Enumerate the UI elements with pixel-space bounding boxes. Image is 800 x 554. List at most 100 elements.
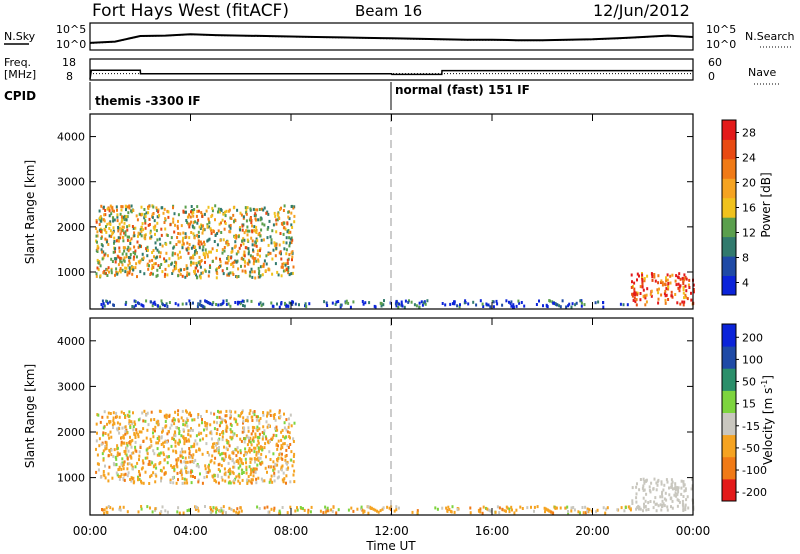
- velocity-data-cell: [416, 509, 419, 513]
- velocity-data-cell: [266, 470, 268, 474]
- power-data-cell: [267, 252, 270, 256]
- velocity-data-cell: [671, 499, 674, 503]
- velocity-data-cell: [193, 444, 196, 448]
- velocity-data-cell: [133, 480, 136, 484]
- power-data-cell: [101, 305, 104, 309]
- power-data-cell: [254, 217, 257, 221]
- power-data-cell: [107, 266, 110, 270]
- power-data-cell: [165, 242, 168, 246]
- power-data-cell: [639, 298, 642, 302]
- velocity-data-cell: [162, 453, 165, 457]
- velocity-data-cell: [205, 442, 208, 446]
- power-data-cell: [288, 236, 291, 240]
- power-data-cell: [523, 304, 526, 308]
- power-data-cell: [512, 305, 514, 309]
- power-data-cell: [247, 247, 250, 251]
- velocity-data-cell: [656, 480, 659, 484]
- power-data-cell: [120, 256, 123, 260]
- power-data-cell: [220, 221, 222, 225]
- power-data-cell: [102, 250, 105, 254]
- power-data-cell: [682, 285, 685, 289]
- power-data-cell: [158, 266, 161, 269]
- velocity-data-cell: [240, 460, 243, 464]
- power-data-cell: [280, 265, 283, 269]
- velocity-data-cell: [237, 466, 240, 470]
- power-data-cell: [115, 239, 118, 243]
- power-data-cell: [284, 263, 287, 267]
- time-tick-label: 20:00: [575, 524, 610, 538]
- velocity-data-cell: [324, 508, 327, 512]
- velocity-data-cell: [225, 511, 227, 515]
- power-data-cell: [106, 222, 109, 226]
- power-data-cell: [271, 272, 274, 276]
- velocity-data-cell: [310, 505, 313, 509]
- power-data-cell: [664, 289, 667, 293]
- power-data-cell: [193, 271, 196, 275]
- power-data-cell: [104, 209, 107, 212]
- velocity-data-cell: [416, 511, 419, 515]
- power-data-cell: [141, 257, 144, 261]
- velocity-data-cell: [293, 480, 296, 484]
- power-data-cell: [242, 215, 245, 219]
- power-data-cell: [678, 272, 681, 276]
- velocity-data-cell: [132, 476, 135, 480]
- power-data-cell: [100, 217, 103, 221]
- velocity-data-cell: [186, 460, 189, 464]
- velocity-data-cell: [144, 456, 147, 460]
- velocity-data-cell: [199, 472, 201, 476]
- velocity-colorbar-segment: [722, 412, 736, 436]
- power-data-cell: [520, 301, 523, 304]
- power-data-cell: [156, 268, 159, 272]
- power-data-cell: [195, 214, 198, 218]
- power-data-cell: [202, 305, 205, 309]
- power-data-cell: [103, 219, 106, 223]
- velocity-data-cell: [108, 465, 111, 469]
- velocity-data-cell: [285, 418, 288, 422]
- power-data-cell: [126, 238, 129, 242]
- power-data-cell: [636, 278, 638, 282]
- velocity-data-cell: [278, 453, 281, 457]
- velocity-data-cell: [290, 458, 293, 462]
- power-data-cell: [681, 276, 684, 280]
- velocity-data-cell: [122, 434, 125, 438]
- power-data-cell: [161, 206, 164, 210]
- velocity-data-cell: [250, 478, 253, 482]
- power-data-cell: [261, 264, 264, 268]
- velocity-data-cell: [285, 474, 288, 478]
- power-data-cell: [176, 253, 179, 257]
- velocity-data-cell: [248, 447, 251, 450]
- power-data-cell: [108, 234, 111, 238]
- power-colorbar-segment: [722, 158, 736, 179]
- power-data-cell: [644, 296, 647, 300]
- power-data-cell: [362, 302, 365, 306]
- velocity-data-cell: [273, 479, 276, 483]
- power-data-cell: [259, 249, 261, 253]
- velocity-data-cell: [142, 481, 145, 485]
- velocity-data-cell: [225, 424, 228, 428]
- velocity-data-cell: [184, 456, 187, 460]
- velocity-data-cell: [106, 415, 109, 419]
- velocity-data-cell: [178, 432, 181, 436]
- velocity-data-cell: [191, 456, 194, 460]
- power-data-cell: [186, 271, 189, 275]
- power-data-cell: [226, 273, 229, 277]
- velocity-data-cell: [255, 450, 258, 454]
- velocity-data-cell: [139, 417, 141, 421]
- power-data-cell: [203, 212, 206, 216]
- velocity-data-cell: [217, 481, 220, 485]
- power-data-cell: [147, 211, 150, 215]
- velocity-data-cell: [247, 429, 250, 433]
- velocity-data-cell: [272, 465, 275, 469]
- velocity-data-cell: [250, 471, 253, 475]
- nsky-line: [89, 33, 694, 44]
- velocity-data-cell: [109, 449, 112, 453]
- power-y-axis-title: Slant Range [km]: [23, 160, 37, 264]
- power-data-cell: [99, 216, 101, 220]
- velocity-data-cell: [237, 450, 239, 454]
- power-data-cell: [176, 226, 179, 230]
- velocity-data-cell: [116, 454, 119, 458]
- velocity-data-cell: [254, 435, 257, 439]
- velocity-data-cell: [256, 429, 259, 432]
- power-data-cell: [128, 256, 130, 259]
- power-data-cell: [262, 262, 265, 266]
